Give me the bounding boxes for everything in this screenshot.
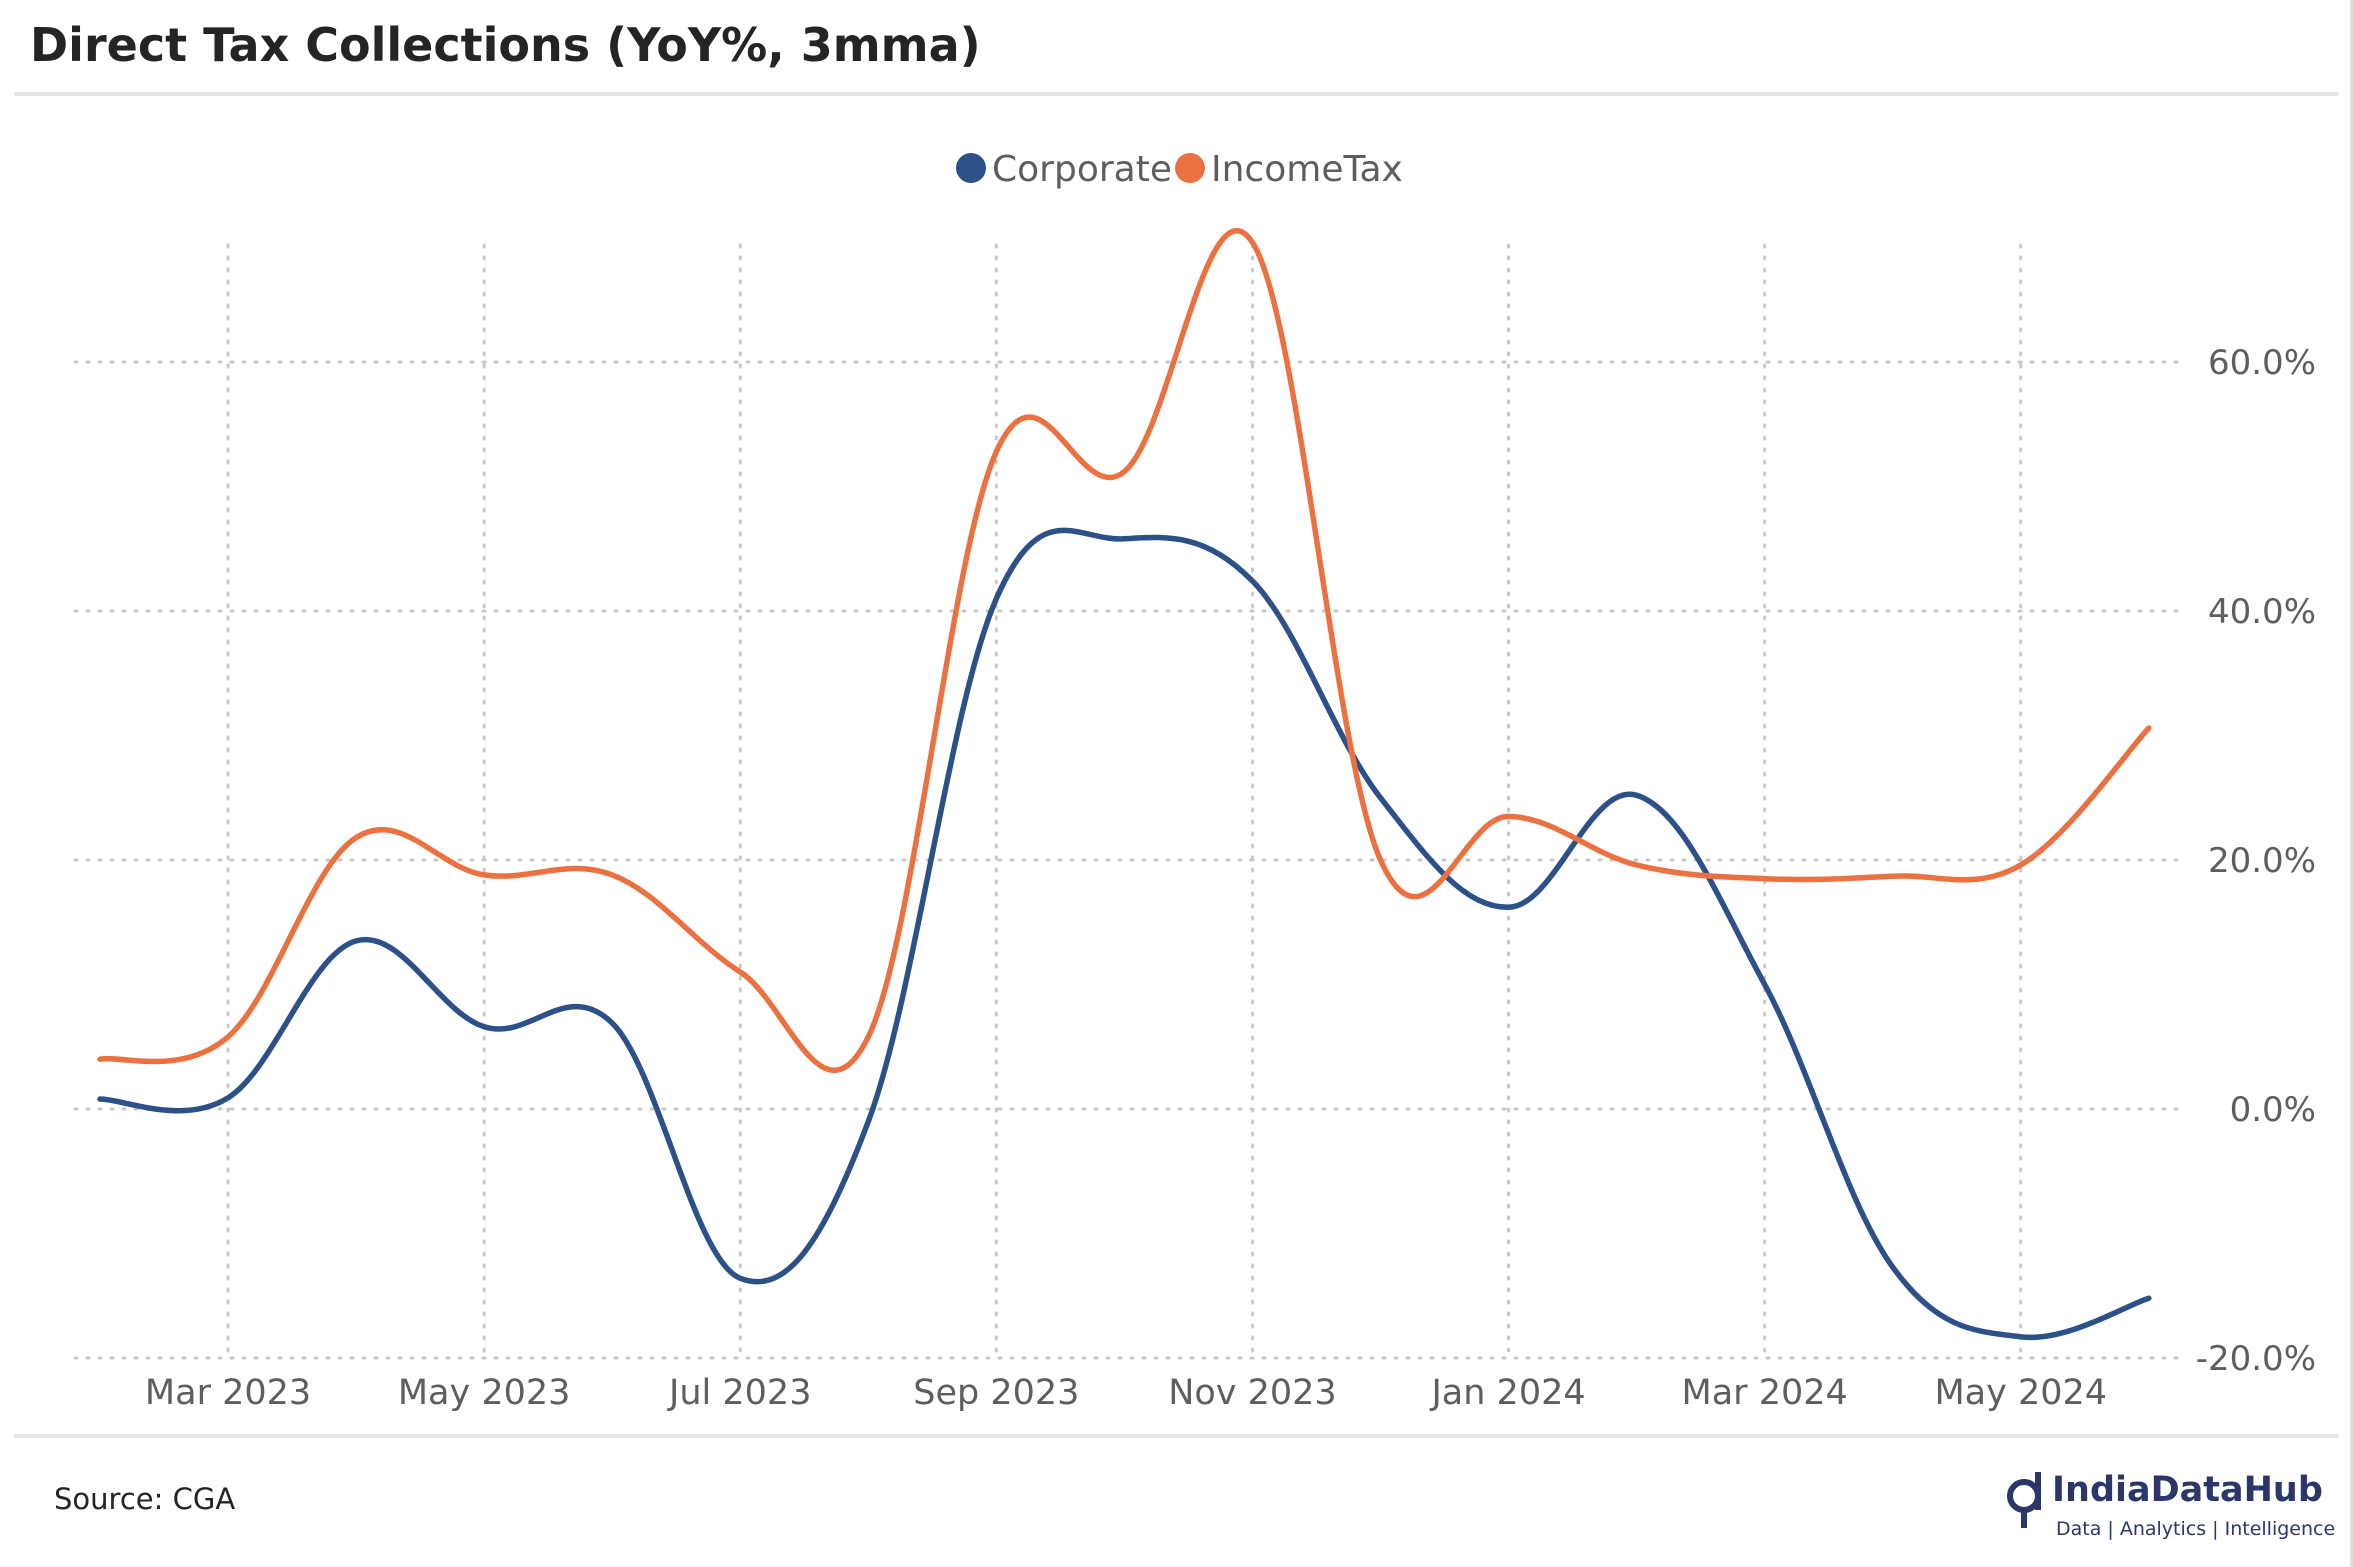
data-point-corporate <box>865 1119 871 1125</box>
data-point-incometax <box>1506 813 1512 819</box>
y-tick-label: -20.0% <box>2196 1339 2316 1379</box>
x-tick-label: Mar 2023 <box>145 1373 311 1413</box>
x-tick-label: Mar 2024 <box>1682 1373 1848 1413</box>
y-tick-label: 20.0% <box>2208 841 2316 881</box>
series-line-corporate <box>97 527 2152 1341</box>
x-tick-label: Sep 2023 <box>913 1373 1079 1413</box>
brand-logo: IndiaDataHub Data | Analytics | Intellig… <box>2004 1466 2344 1546</box>
data-point-corporate <box>737 1275 743 1281</box>
data-point-incometax <box>1378 857 1384 863</box>
data-point-corporate <box>1506 904 1512 910</box>
x-tick-label: May 2023 <box>398 1373 571 1413</box>
data-point-corporate <box>225 1095 231 1101</box>
legend-marker-incometax <box>1175 153 1205 183</box>
data-point-incometax <box>2146 725 2152 731</box>
data-point-corporate <box>2018 1334 2024 1340</box>
series-line-incometax <box>97 228 2152 1073</box>
chart-legend: Corporate IncomeTax <box>956 149 1403 190</box>
data-point-corporate <box>1634 792 1640 798</box>
data-point-incometax <box>353 835 359 841</box>
y-tick-label: 0.0% <box>2230 1090 2316 1130</box>
data-point-incometax <box>1250 240 1256 246</box>
brand-name: IndiaDataHub <box>2052 1470 2323 1510</box>
data-point-corporate <box>1890 1264 1896 1270</box>
legend-label-corporate: Corporate <box>992 149 1172 190</box>
data-point-incometax <box>2018 862 2024 868</box>
data-point-incometax <box>993 449 999 455</box>
data-point-incometax <box>225 1034 231 1040</box>
data-point-corporate <box>353 938 359 944</box>
data-point-corporate <box>609 1020 615 1026</box>
data-point-corporate <box>1121 536 1127 542</box>
data-point-incometax <box>481 872 487 878</box>
data-point-corporate <box>993 596 999 602</box>
data-point-incometax <box>1121 469 1127 475</box>
data-point-corporate <box>481 1024 487 1030</box>
y-tick-label: 60.0% <box>2208 343 2316 383</box>
legend-label-incometax: IncomeTax <box>1211 149 1403 190</box>
data-point-corporate <box>1762 982 1768 988</box>
data-point-corporate <box>97 1096 103 1102</box>
brand-logo-icon <box>2007 1472 2041 1528</box>
x-tick-label: May 2024 <box>1934 1373 2107 1413</box>
y-axis-ticks: 60.0% 40.0% 20.0% 0.0% -20.0% <box>2196 343 2316 1379</box>
data-point-incometax <box>1634 862 1640 868</box>
line-chart: Corporate IncomeTax 60.0% 40.0% 20.0% 0.0% -2… <box>73 149 2316 1413</box>
data-point-corporate <box>1378 795 1384 801</box>
brand-tagline: Data | Analytics | Intelligence <box>2056 1518 2336 1540</box>
right-edge-line <box>2350 0 2353 1567</box>
data-point-corporate <box>2146 1295 2152 1301</box>
x-tick-label: Nov 2023 <box>1168 1373 1337 1413</box>
data-point-incometax <box>97 1056 103 1062</box>
x-tick-label: Jan 2024 <box>1429 1373 1585 1413</box>
gridlines <box>73 243 2187 1362</box>
data-point-incometax <box>1762 876 1768 882</box>
data-point-incometax <box>737 969 743 975</box>
data-point-incometax <box>865 1034 871 1040</box>
x-tick-label: Jul 2023 <box>667 1373 811 1413</box>
footer-divider <box>14 1434 2339 1438</box>
chart-title: Direct Tax Collections (YoY%, 3mma) <box>30 18 981 72</box>
legend-marker-corporate <box>956 153 986 183</box>
x-axis-ticks: Mar 2023 May 2023 Jul 2023 Sep 2023 Nov 2023… <box>145 1373 2107 1413</box>
data-point-corporate <box>1250 578 1256 584</box>
data-point-incometax <box>609 872 615 878</box>
series-lines <box>97 228 2152 1341</box>
y-tick-label: 40.0% <box>2208 592 2316 632</box>
source-note: Source: CGA <box>54 1482 236 1516</box>
header-divider <box>14 92 2339 96</box>
data-point-incometax <box>1890 873 1896 879</box>
